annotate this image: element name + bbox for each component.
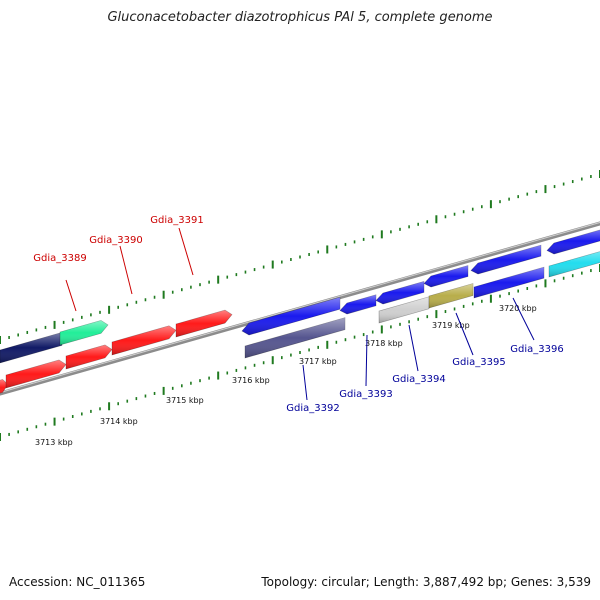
gene-feature[interactable] <box>378 296 430 324</box>
accession-text: Accession: NC_011365 <box>9 575 146 589</box>
scale-label: 3716 kbp <box>232 376 270 385</box>
gene-label[interactable]: Gdia_3393 <box>339 389 392 400</box>
scale-label: 3715 kbp <box>166 396 204 405</box>
gene-label-leader-line <box>178 227 194 276</box>
gene-feature[interactable] <box>546 228 600 255</box>
lower-scale-ticks <box>0 264 600 441</box>
gene-feature[interactable] <box>59 320 109 346</box>
gene-feature[interactable] <box>65 344 113 370</box>
gene-label[interactable]: Gdia_3390 <box>89 235 142 246</box>
gene-label[interactable]: Gdia_3395 <box>452 357 505 368</box>
gene-label-leader-line <box>65 279 77 312</box>
gene-label-leader-line <box>365 334 368 387</box>
gene-feature[interactable] <box>423 265 469 288</box>
gene-feature[interactable] <box>428 283 474 309</box>
gene-feature[interactable] <box>0 332 63 364</box>
gene-feature[interactable] <box>5 359 67 389</box>
gene-feature[interactable] <box>175 309 233 338</box>
gene-feature[interactable] <box>375 281 425 305</box>
gene-label[interactable]: Gdia_3396 <box>510 344 563 355</box>
genome-backbone-highlight <box>0 221 600 394</box>
gene-label[interactable]: Gdia_3389 <box>33 253 86 264</box>
scale-label: 3713 kbp <box>35 438 73 447</box>
gene-label-leader-line <box>512 297 535 341</box>
genome-summary-text: Topology: circular; Length: 3,887,492 bp… <box>261 575 591 589</box>
gene-feature[interactable] <box>244 317 346 359</box>
scale-label: 3714 kbp <box>100 417 138 426</box>
gene-label-leader-line <box>119 245 133 295</box>
gene-label-callouts: Gdia_3389Gdia_3390Gdia_3391Gdia_3392Gdia… <box>33 215 563 414</box>
gene-feature[interactable] <box>339 294 377 315</box>
scale-label: 3719 kbp <box>432 321 470 330</box>
gene-feature[interactable] <box>473 266 545 299</box>
gene-label[interactable]: Gdia_3394 <box>392 374 445 385</box>
gene-feature[interactable] <box>470 244 542 275</box>
upper-scale-ticks <box>0 170 600 344</box>
gene-label[interactable]: Gdia_3392 <box>286 403 339 414</box>
gene-label[interactable]: Gdia_3391 <box>150 215 203 226</box>
gene-feature[interactable] <box>111 325 177 356</box>
gene-feature[interactable] <box>548 249 600 278</box>
gene-label-leader-line <box>302 364 308 401</box>
scale-label: 3717 kbp <box>299 357 337 366</box>
map-title: Gluconacetobacter diazotrophicus PAl 5, … <box>107 10 493 25</box>
gene-label-leader-line <box>455 312 474 356</box>
genome-backbone <box>0 221 600 396</box>
gene-features <box>0 228 600 394</box>
gene-feature[interactable] <box>241 296 341 336</box>
scale-label: 3718 kbp <box>365 339 403 348</box>
gene-label-leader-line <box>408 324 419 372</box>
